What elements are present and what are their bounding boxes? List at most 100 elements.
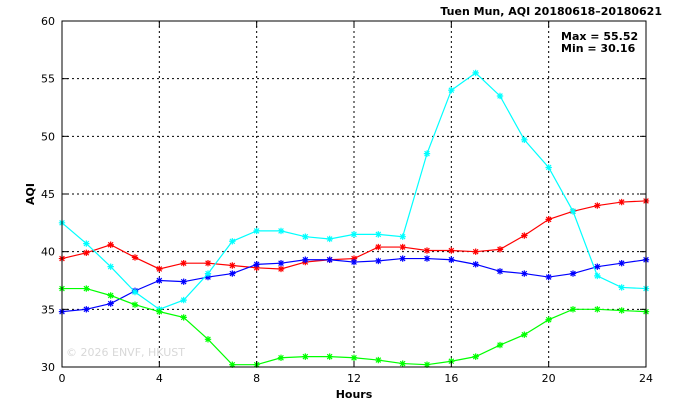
data-point-marker	[107, 292, 114, 299]
data-point-marker	[521, 270, 528, 277]
data-point-marker	[204, 270, 212, 277]
data-point-marker	[375, 257, 382, 265]
data-point-marker	[569, 306, 577, 313]
data-point-marker	[204, 336, 212, 343]
data-point-marker	[569, 208, 577, 215]
data-point-marker	[399, 243, 406, 251]
y-tick-label: 60	[41, 15, 55, 28]
data-point-marker	[594, 272, 601, 280]
grid-lines	[62, 21, 646, 367]
data-point-marker	[107, 241, 114, 248]
data-point-marker	[83, 249, 90, 257]
data-point-marker	[521, 136, 528, 143]
axis-ticks: 0 4 8 12 16 20 24 30 35 40 45 50 55 60	[41, 15, 653, 385]
data-point-marker	[180, 314, 187, 321]
data-point-marker	[277, 227, 285, 235]
data-point-marker	[496, 92, 504, 100]
x-tick-label: 24	[639, 372, 653, 385]
data-point-marker	[83, 240, 90, 247]
data-point-marker	[399, 255, 406, 262]
data-point-marker	[399, 233, 406, 240]
y-tick-label: 55	[41, 73, 55, 86]
y-tick-label: 50	[41, 130, 55, 143]
x-tick-label: 20	[542, 372, 556, 385]
data-point-marker	[423, 247, 431, 254]
data-point-marker	[131, 254, 139, 261]
data-point-marker	[423, 361, 431, 368]
data-point-marker	[277, 354, 285, 361]
data-point-marker	[277, 260, 285, 267]
data-point-marker	[180, 296, 187, 304]
data-point-marker	[229, 270, 236, 277]
data-point-marker	[326, 353, 333, 360]
data-point-marker	[545, 273, 552, 281]
x-tick-label: 4	[156, 372, 163, 385]
y-tick-label: 40	[41, 246, 55, 259]
data-point-marker	[302, 256, 309, 263]
data-point-marker	[423, 150, 431, 157]
x-tick-label: 12	[347, 372, 361, 385]
data-point-marker	[423, 255, 431, 262]
x-tick-label: 16	[444, 372, 458, 385]
data-point-marker	[350, 258, 358, 266]
watermark-text: © 2026 ENVF, HKUST	[66, 346, 185, 359]
data-point-marker	[326, 256, 333, 263]
max-stat-label: Max = 55.52	[561, 30, 638, 43]
data-point-marker	[156, 308, 163, 315]
data-point-marker	[131, 288, 139, 296]
data-point-marker	[448, 247, 455, 254]
y-tick-label: 35	[41, 303, 55, 316]
data-point-marker	[545, 316, 552, 323]
data-point-marker	[472, 353, 479, 360]
x-axis-title: Hours	[336, 388, 373, 401]
data-point-marker	[229, 262, 236, 269]
data-point-marker	[618, 284, 625, 291]
data-point-marker	[448, 256, 455, 263]
x-tick-label: 0	[59, 372, 66, 385]
data-point-marker	[375, 243, 382, 251]
data-point-marker	[83, 306, 90, 313]
chart-title: Tuen Mun, AQI 20180618–20180621	[440, 5, 662, 18]
data-point-marker	[83, 285, 90, 292]
data-point-marker	[496, 268, 504, 275]
data-point-marker	[253, 264, 260, 272]
data-point-marker	[350, 231, 358, 238]
data-point-marker	[545, 216, 552, 223]
data-point-marker	[375, 231, 382, 238]
data-point-marker	[618, 260, 625, 267]
data-point-marker	[131, 301, 139, 308]
data-point-marker	[350, 354, 358, 361]
min-stat-label: Min = 30.16	[561, 42, 636, 55]
data-point-marker	[204, 273, 212, 281]
data-point-marker	[521, 232, 528, 239]
series-layer	[58, 69, 650, 368]
data-point-marker	[472, 248, 479, 255]
data-point-marker	[229, 361, 236, 368]
data-point-marker	[448, 87, 455, 94]
data-point-marker	[204, 260, 212, 267]
data-point-marker	[569, 270, 577, 277]
data-point-marker	[107, 300, 114, 307]
x-tick-label: 8	[253, 372, 260, 385]
data-point-marker	[594, 263, 601, 270]
data-point-marker	[399, 360, 406, 367]
y-tick-label: 30	[41, 361, 55, 374]
y-axis-title: AQI	[24, 183, 37, 205]
data-point-marker	[594, 306, 601, 313]
data-point-marker	[253, 227, 260, 235]
data-point-marker	[156, 265, 163, 273]
data-point-marker	[107, 263, 114, 270]
data-point-marker	[277, 265, 285, 273]
data-point-marker	[180, 260, 187, 267]
data-point-marker	[229, 238, 236, 245]
data-point-marker	[521, 331, 528, 338]
data-point-marker	[496, 246, 504, 253]
data-point-marker	[326, 235, 333, 243]
data-point-marker	[180, 278, 187, 285]
data-point-marker	[496, 341, 504, 349]
y-tick-label: 45	[41, 188, 55, 201]
data-point-marker	[156, 277, 163, 284]
data-point-marker	[375, 356, 382, 364]
